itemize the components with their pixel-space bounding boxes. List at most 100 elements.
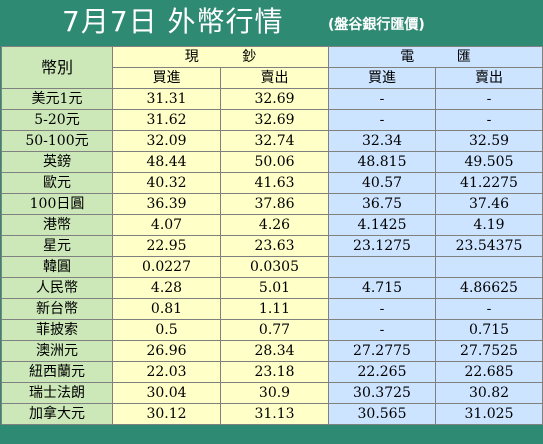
cell-cash-buy: 26.96	[112, 340, 221, 362]
cell-currency: 澳洲元	[1, 340, 113, 362]
table-row: 菲披索 0.5 0.77-0.715	[1, 319, 543, 341]
exchange-rate-table: 幣別 現 鈔 電 匯 買進 賣出 買進 賣出	[1, 46, 543, 425]
cell-cash-buy: 22.03	[112, 361, 221, 383]
header-wire-sell: 賣出	[435, 67, 543, 89]
cell-currency: 美元1元	[1, 88, 113, 110]
cell-cash-sell: 32.69	[220, 88, 329, 110]
cell-cash-sell: 5.01	[220, 277, 329, 299]
cell-wire-sell: 32.59	[435, 130, 543, 152]
cell-wire-sell: 23.54375	[435, 235, 543, 257]
cell-currency: 新台幣	[1, 298, 113, 320]
header-cash-sell: 賣出	[220, 67, 329, 89]
title-bar: 7月7日 外幣行情 (盤谷銀行匯價)	[0, 0, 543, 46]
cell-wire-sell: 49.505	[435, 151, 543, 173]
cell-currency: 50-100元	[1, 130, 113, 152]
cell-currency: 星元	[1, 235, 113, 257]
cell-cash-buy: 32.09	[112, 130, 221, 152]
cell-cash-sell: 30.9	[220, 382, 329, 404]
cell-wire-buy: 32.34	[328, 130, 436, 152]
cell-wire-buy: 23.1275	[328, 235, 436, 257]
cell-cash-buy: 36.39	[112, 193, 221, 215]
cell-wire-sell: 0.715	[435, 319, 543, 341]
cell-cash-sell: 23.63	[220, 235, 329, 257]
header-row-group: 幣別 現 鈔 電 匯	[1, 46, 543, 89]
cell-wire-sell: 27.7525	[435, 340, 543, 362]
cell-cash-buy: 31.31	[112, 88, 221, 110]
cell-wire-buy: -	[328, 88, 436, 110]
cell-cash-buy: 48.44	[112, 151, 221, 173]
header-wire: 電 匯	[328, 46, 543, 68]
header-cash-left: 現	[184, 48, 199, 65]
table-row: 歐元 40.32 41.63 40.57 41.2275	[1, 172, 543, 194]
cell-cash-buy: 30.12	[112, 403, 221, 425]
table-row: 韓圓 0.0227 0.0305	[1, 256, 543, 278]
cell-cash-sell: 31.13	[220, 403, 329, 425]
cell-wire-sell: 31.025	[435, 403, 543, 425]
cell-currency: 5-20元	[1, 109, 113, 131]
header-wire-right: 匯	[456, 48, 471, 65]
cell-cash-sell: 1.11	[220, 298, 329, 320]
header-wire-buy: 買進	[328, 67, 436, 89]
cell-currency: 紐西蘭元	[1, 361, 113, 383]
cell-wire-sell: -	[435, 298, 543, 320]
cell-currency: 加拿大元	[1, 403, 113, 425]
table-row: 英鎊 48.44 50.06 48.815 49.505	[1, 151, 543, 173]
table-row: 加拿大元 30.12 31.13 30.565 31.025	[1, 403, 543, 425]
cell-wire-sell: 4.19	[435, 214, 543, 236]
cell-currency: 英鎊	[1, 151, 113, 173]
table-row: 港幣 4.07 4.26 4.1425 4.19	[1, 214, 543, 236]
table-row: 瑞士法朗 30.04 30.9 30.3725 30.82	[1, 382, 543, 404]
cell-wire-sell: -	[435, 88, 543, 110]
header-cash-buy: 買進	[112, 67, 221, 89]
cell-cash-buy: 30.04	[112, 382, 221, 404]
cell-currency: 人民幣	[1, 277, 113, 299]
cell-cash-buy: 0.5	[112, 319, 221, 341]
header-cash: 現 鈔	[112, 46, 329, 68]
cell-wire-buy: -	[328, 298, 436, 320]
cell-wire-sell: 22.685	[435, 361, 543, 383]
table-row: 5-20元 31.62 32.69- -	[1, 109, 543, 131]
cell-wire-buy: 40.57	[328, 172, 436, 194]
table-row: 100日圓 36.39 37.86 36.75 37.46	[1, 193, 543, 215]
cell-cash-sell: 28.34	[220, 340, 329, 362]
cell-wire-buy: -	[328, 319, 436, 341]
cell-cash-buy: 40.32	[112, 172, 221, 194]
table-row: 50-100元 32.09 32.74 32.34 32.59	[1, 130, 543, 152]
cell-wire-sell: 4.86625	[435, 277, 543, 299]
table-row: 澳洲元 26.96 28.34 27.2775 27.7525	[1, 340, 543, 362]
table-row: 紐西蘭元 22.03 23.18 22.265 22.685	[1, 361, 543, 383]
table-row: 新台幣 0.81 1.11- -	[1, 298, 543, 320]
cell-wire-buy: 4.715	[328, 277, 436, 299]
cell-wire-buy: -	[328, 109, 436, 131]
cell-currency: 菲披索	[1, 319, 113, 341]
cell-cash-buy: 0.81	[112, 298, 221, 320]
cell-wire-buy: 30.3725	[328, 382, 436, 404]
cell-cash-sell: 0.77	[220, 319, 329, 341]
cell-cash-sell: 23.18	[220, 361, 329, 383]
cell-wire-buy: 22.265	[328, 361, 436, 383]
cell-wire-sell: 41.2275	[435, 172, 543, 194]
cell-wire-sell: 37.46	[435, 193, 543, 215]
cell-currency: 歐元	[1, 172, 113, 194]
header-wire-left: 電	[400, 48, 415, 65]
cell-cash-buy: 0.0227	[112, 256, 221, 278]
header-row-sub: 買進 賣出 買進 賣出	[2, 67, 543, 89]
cell-wire-sell	[435, 256, 543, 278]
cell-currency: 韓圓	[1, 256, 113, 278]
cell-wire-buy	[328, 256, 436, 278]
cell-cash-sell: 0.0305	[220, 256, 329, 278]
header-cash-right: 鈔	[242, 48, 257, 65]
cell-cash-buy: 22.95	[112, 235, 221, 257]
cell-currency: 瑞士法朗	[1, 382, 113, 404]
table-body: 幣別 現 鈔 電 匯 買進 賣出 買進 賣出	[1, 46, 543, 425]
cell-cash-sell: 50.06	[220, 151, 329, 173]
page-subtitle: (盤谷銀行匯價)	[328, 17, 425, 33]
cell-cash-sell: 41.63	[220, 172, 329, 194]
cell-cash-buy: 31.62	[112, 109, 221, 131]
table-row: 美元1元 31.31 32.69- -	[1, 88, 543, 110]
cell-cash-sell: 4.26	[220, 214, 329, 236]
cell-wire-buy: 27.2775	[328, 340, 436, 362]
cell-cash-sell: 37.86	[220, 193, 329, 215]
table-row: 星元 22.95 23.63 23.1275 23.54375	[1, 235, 543, 257]
